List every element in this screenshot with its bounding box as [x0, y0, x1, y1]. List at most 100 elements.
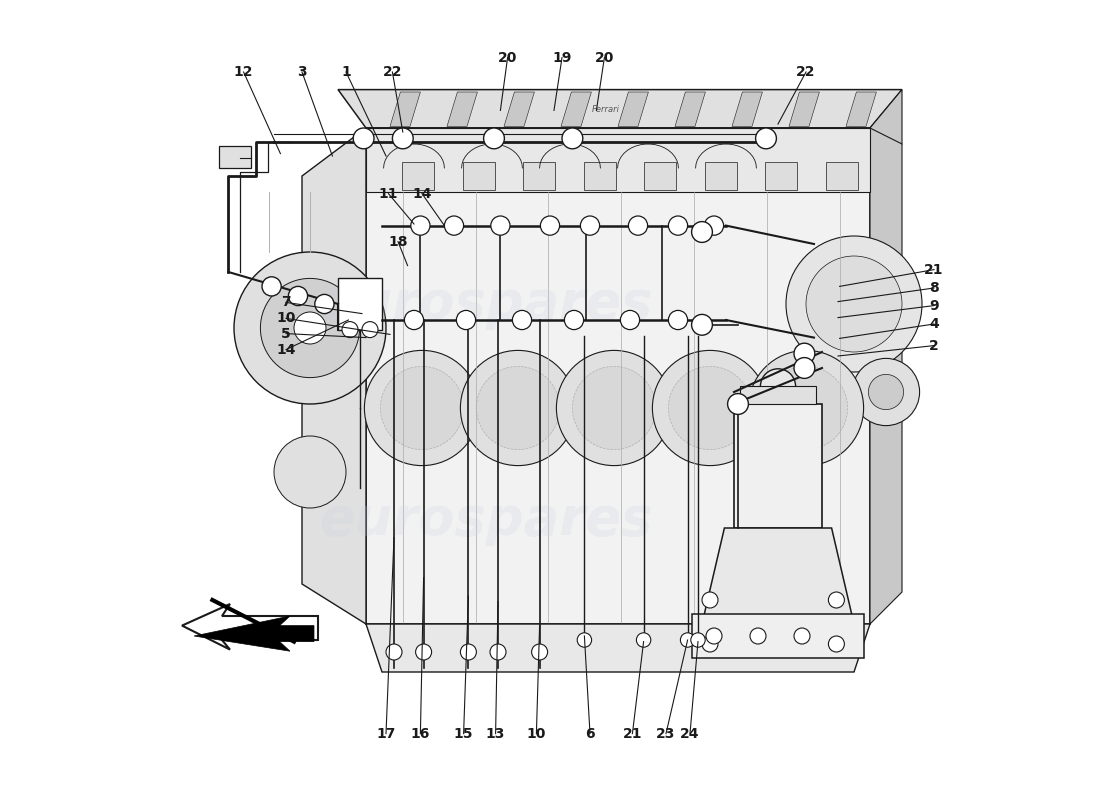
Polygon shape [702, 528, 854, 624]
Polygon shape [705, 162, 737, 190]
Text: 14: 14 [412, 186, 431, 201]
Text: 5: 5 [282, 326, 290, 341]
Circle shape [578, 633, 592, 647]
Polygon shape [675, 92, 705, 126]
Polygon shape [366, 624, 870, 672]
Circle shape [490, 644, 506, 660]
Text: 1: 1 [341, 65, 351, 79]
Text: 17: 17 [376, 726, 396, 741]
Circle shape [274, 436, 346, 508]
Circle shape [484, 128, 505, 149]
Circle shape [669, 216, 688, 235]
Circle shape [706, 628, 722, 644]
Text: 7: 7 [282, 295, 290, 310]
Text: 23: 23 [657, 726, 675, 741]
Text: eurospares: eurospares [319, 278, 652, 330]
Circle shape [393, 128, 414, 149]
Circle shape [828, 592, 845, 608]
Circle shape [727, 394, 748, 414]
Circle shape [806, 256, 902, 352]
Circle shape [234, 252, 386, 404]
Circle shape [652, 350, 768, 466]
Text: 24: 24 [680, 726, 700, 741]
Bar [734, 404, 822, 528]
Polygon shape [618, 92, 648, 126]
Polygon shape [447, 92, 477, 126]
Circle shape [581, 216, 600, 235]
Polygon shape [766, 162, 797, 190]
Circle shape [405, 310, 424, 330]
Circle shape [794, 628, 810, 644]
Polygon shape [870, 128, 902, 624]
Circle shape [828, 636, 845, 652]
Polygon shape [338, 90, 902, 128]
Circle shape [564, 310, 584, 330]
Circle shape [362, 322, 378, 338]
Circle shape [637, 633, 651, 647]
Circle shape [540, 216, 560, 235]
Polygon shape [645, 162, 676, 190]
Text: 22: 22 [383, 65, 403, 79]
Circle shape [381, 366, 463, 450]
Bar [740, 386, 815, 404]
Polygon shape [524, 162, 556, 190]
Circle shape [620, 310, 639, 330]
Polygon shape [846, 92, 877, 126]
Text: 2: 2 [930, 338, 939, 353]
Text: 21: 21 [623, 726, 642, 741]
Circle shape [756, 128, 777, 149]
Circle shape [669, 366, 751, 450]
Circle shape [353, 128, 374, 149]
Polygon shape [302, 128, 366, 624]
Text: 20: 20 [595, 50, 614, 65]
Circle shape [262, 277, 282, 296]
Text: 16: 16 [410, 726, 430, 741]
Circle shape [852, 358, 920, 426]
Text: 11: 11 [378, 186, 398, 201]
Circle shape [416, 644, 431, 660]
Circle shape [868, 374, 903, 410]
Polygon shape [366, 128, 870, 192]
Circle shape [456, 310, 475, 330]
Circle shape [513, 310, 531, 330]
Text: 14: 14 [276, 342, 296, 357]
Polygon shape [789, 92, 820, 126]
Circle shape [692, 222, 713, 242]
Circle shape [315, 294, 334, 314]
Text: 12: 12 [234, 65, 253, 79]
Text: 15: 15 [454, 726, 473, 741]
Circle shape [786, 236, 922, 372]
Circle shape [386, 644, 402, 660]
Text: 6: 6 [585, 726, 595, 741]
Circle shape [294, 312, 326, 344]
Circle shape [261, 278, 360, 378]
Circle shape [628, 216, 648, 235]
Circle shape [410, 216, 430, 235]
Text: 20: 20 [498, 50, 517, 65]
Text: 9: 9 [930, 298, 938, 313]
Text: 10: 10 [527, 726, 546, 741]
Circle shape [702, 592, 718, 608]
Polygon shape [584, 162, 616, 190]
Circle shape [794, 358, 815, 378]
Circle shape [557, 350, 672, 466]
Circle shape [476, 366, 560, 450]
Bar [338, 278, 382, 330]
Circle shape [491, 216, 510, 235]
Circle shape [748, 350, 864, 466]
Circle shape [342, 322, 358, 338]
Bar [219, 146, 251, 168]
Circle shape [669, 310, 688, 330]
Polygon shape [504, 92, 535, 126]
Polygon shape [870, 90, 902, 180]
Circle shape [461, 644, 476, 660]
Text: 18: 18 [388, 234, 408, 249]
Circle shape [531, 644, 548, 660]
Circle shape [572, 366, 656, 450]
Text: 4: 4 [930, 317, 939, 331]
Circle shape [691, 633, 705, 647]
Polygon shape [561, 92, 592, 126]
Circle shape [444, 216, 463, 235]
Circle shape [288, 286, 308, 306]
Circle shape [692, 314, 713, 335]
